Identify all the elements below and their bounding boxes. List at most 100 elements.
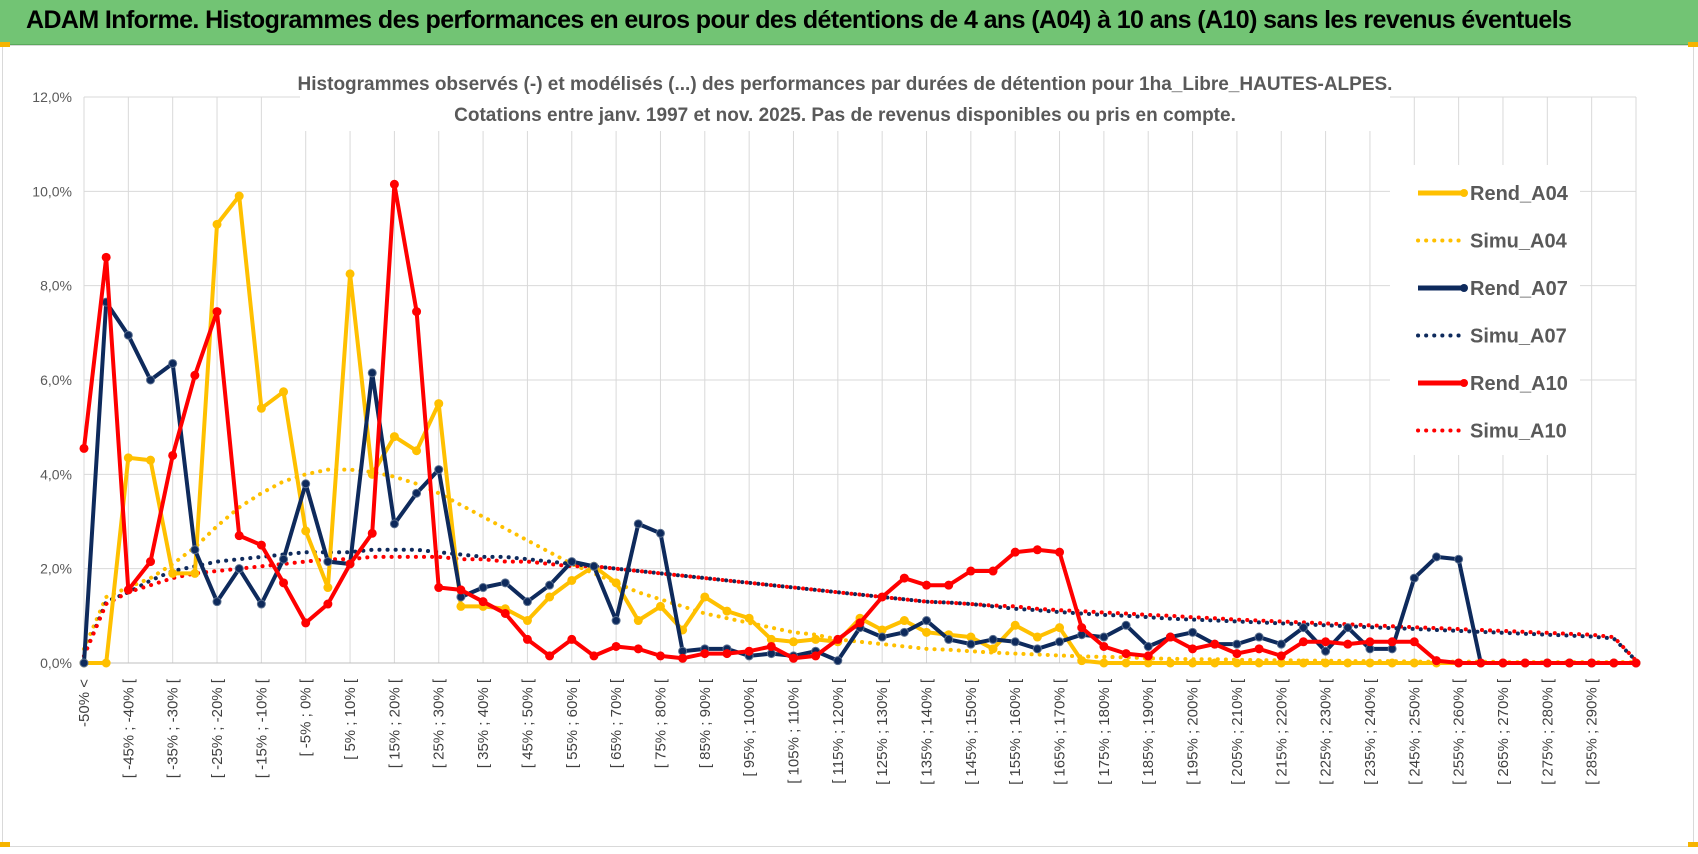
data-point-rend-a10	[212, 307, 222, 317]
data-point-rend-a07	[168, 358, 178, 368]
data-point-rend-a04	[168, 568, 178, 578]
data-point-rend-a10	[1498, 658, 1508, 668]
data-point-rend-a07	[367, 368, 377, 378]
data-point-rend-a04	[123, 453, 133, 463]
y-tick-label: 12,0%	[32, 89, 72, 105]
data-point-rend-a10	[522, 634, 532, 644]
x-tick-label: [ 255% ; 260% [	[1451, 678, 1468, 785]
data-point-rend-a04	[389, 432, 399, 442]
data-point-rend-a07	[389, 519, 399, 529]
data-point-rend-a04	[1232, 658, 1242, 668]
data-point-rend-a04	[922, 627, 932, 637]
data-point-rend-a10	[1077, 623, 1087, 633]
data-point-rend-a04	[1099, 658, 1109, 668]
data-point-rend-a10	[367, 528, 377, 538]
data-point-rend-a10	[1631, 658, 1641, 668]
y-tick-label: 0,0%	[40, 655, 72, 671]
data-point-rend-a07	[545, 580, 555, 590]
data-point-rend-a10	[345, 559, 355, 569]
data-point-rend-a07	[434, 465, 444, 475]
x-tick-label: [ 25% ; 30% [	[431, 678, 448, 768]
x-tick-label: [ 45% ; 50% [	[519, 678, 536, 768]
data-point-rend-a07	[611, 616, 621, 626]
data-point-rend-a04	[988, 644, 998, 654]
data-point-rend-a04	[1032, 632, 1042, 642]
x-tick-label: [ 5% ; 10% [	[342, 678, 359, 760]
legend-marker-rend-a04	[1460, 189, 1468, 197]
data-point-rend-a07	[1276, 639, 1286, 649]
data-point-rend-a04	[1121, 658, 1131, 668]
data-point-rend-a10	[389, 179, 399, 189]
data-point-rend-a10	[589, 651, 599, 661]
data-point-rend-a04	[899, 616, 909, 626]
data-point-rend-a07	[123, 330, 133, 340]
data-point-rend-a07	[655, 528, 665, 538]
data-point-rend-a07	[301, 479, 311, 489]
data-point-rend-a10	[301, 618, 311, 628]
data-point-rend-a07	[1254, 632, 1264, 642]
y-tick-label: 8,0%	[40, 278, 72, 294]
data-point-rend-a07	[1010, 637, 1020, 647]
series-layer	[79, 179, 1641, 668]
data-point-rend-a10	[567, 634, 577, 644]
data-point-rend-a07	[589, 561, 599, 571]
data-point-rend-a10	[788, 653, 798, 663]
x-tick-label: [ 135% ; 140% [	[919, 678, 936, 785]
chart-title: Histogrammes observés (-) et modélisés (…	[298, 63, 1392, 131]
data-point-rend-a10	[1232, 649, 1242, 659]
data-point-rend-a07	[877, 632, 887, 642]
data-point-rend-a10	[877, 592, 887, 602]
legend-label-rend-a04: Rend_A04	[1470, 183, 1569, 205]
legend-background	[1390, 165, 1580, 455]
data-point-rend-a07	[79, 658, 89, 668]
x-tick-label: [ 175% ; 180% [	[1096, 678, 1113, 785]
x-tick-label: [ 55% ; 60% [	[564, 678, 581, 768]
y-axis: 0,0% 2,0% 4,0% 6,0% 8,0% 10,0% 12,0%	[32, 89, 72, 671]
data-point-rend-a04	[1321, 658, 1331, 668]
data-point-rend-a10	[478, 597, 488, 607]
data-point-rend-a10	[1520, 658, 1530, 668]
data-point-rend-a07	[1409, 573, 1419, 583]
data-point-rend-a10	[1210, 639, 1220, 649]
data-point-rend-a10	[633, 644, 643, 654]
x-tick-label: [ 145% ; 150% [	[963, 678, 980, 785]
legend-label-simu-a10: Simu_A10	[1470, 421, 1567, 443]
corner-marker-bottom-right	[1688, 842, 1698, 847]
x-tick-label: [ 15% ; 20% [	[386, 678, 403, 768]
legend-label-simu-a04: Simu_A04	[1470, 231, 1568, 253]
data-point-rend-a10	[1609, 658, 1619, 668]
data-point-rend-a10	[500, 608, 510, 618]
data-point-rend-a04	[1210, 658, 1220, 668]
data-point-rend-a04	[190, 568, 200, 578]
legend-label-rend-a07: Rend_A07	[1470, 278, 1568, 300]
data-point-rend-a07	[1188, 627, 1198, 637]
data-point-rend-a10	[279, 578, 289, 588]
data-point-rend-a10	[1188, 644, 1198, 654]
data-point-rend-a04	[101, 658, 111, 668]
x-tick-label: [ 165% ; 170% [	[1052, 678, 1069, 785]
x-tick-label: -50% <	[76, 679, 93, 727]
data-point-rend-a04	[1188, 658, 1198, 668]
data-point-rend-a10	[1276, 651, 1286, 661]
data-point-rend-a07	[212, 597, 222, 607]
data-point-rend-a07	[146, 375, 156, 385]
x-tick-label: [ -45% ; -40% [	[120, 678, 137, 778]
data-point-rend-a04	[434, 399, 444, 409]
x-tick-label: [ -25% ; -20% [	[209, 678, 226, 778]
data-point-rend-a10	[1431, 656, 1441, 666]
data-point-rend-a07	[1343, 623, 1353, 633]
x-tick-label: [ 195% ; 200% [	[1185, 678, 1202, 785]
data-point-rend-a07	[522, 597, 532, 607]
data-point-rend-a10	[1254, 644, 1264, 654]
data-point-rend-a04	[1387, 658, 1397, 668]
data-point-rend-a10	[766, 641, 776, 651]
report-title: ADAM Informe. Histogrammes des performan…	[26, 6, 1572, 34]
data-point-rend-a10	[1055, 547, 1065, 557]
data-point-rend-a07	[988, 634, 998, 644]
x-tick-label: [ -15% ; -10% [	[253, 678, 270, 778]
data-point-rend-a10	[79, 443, 89, 453]
y-tick-label: 2,0%	[40, 561, 72, 577]
data-point-rend-a04	[633, 616, 643, 626]
data-point-rend-a07	[323, 557, 333, 567]
